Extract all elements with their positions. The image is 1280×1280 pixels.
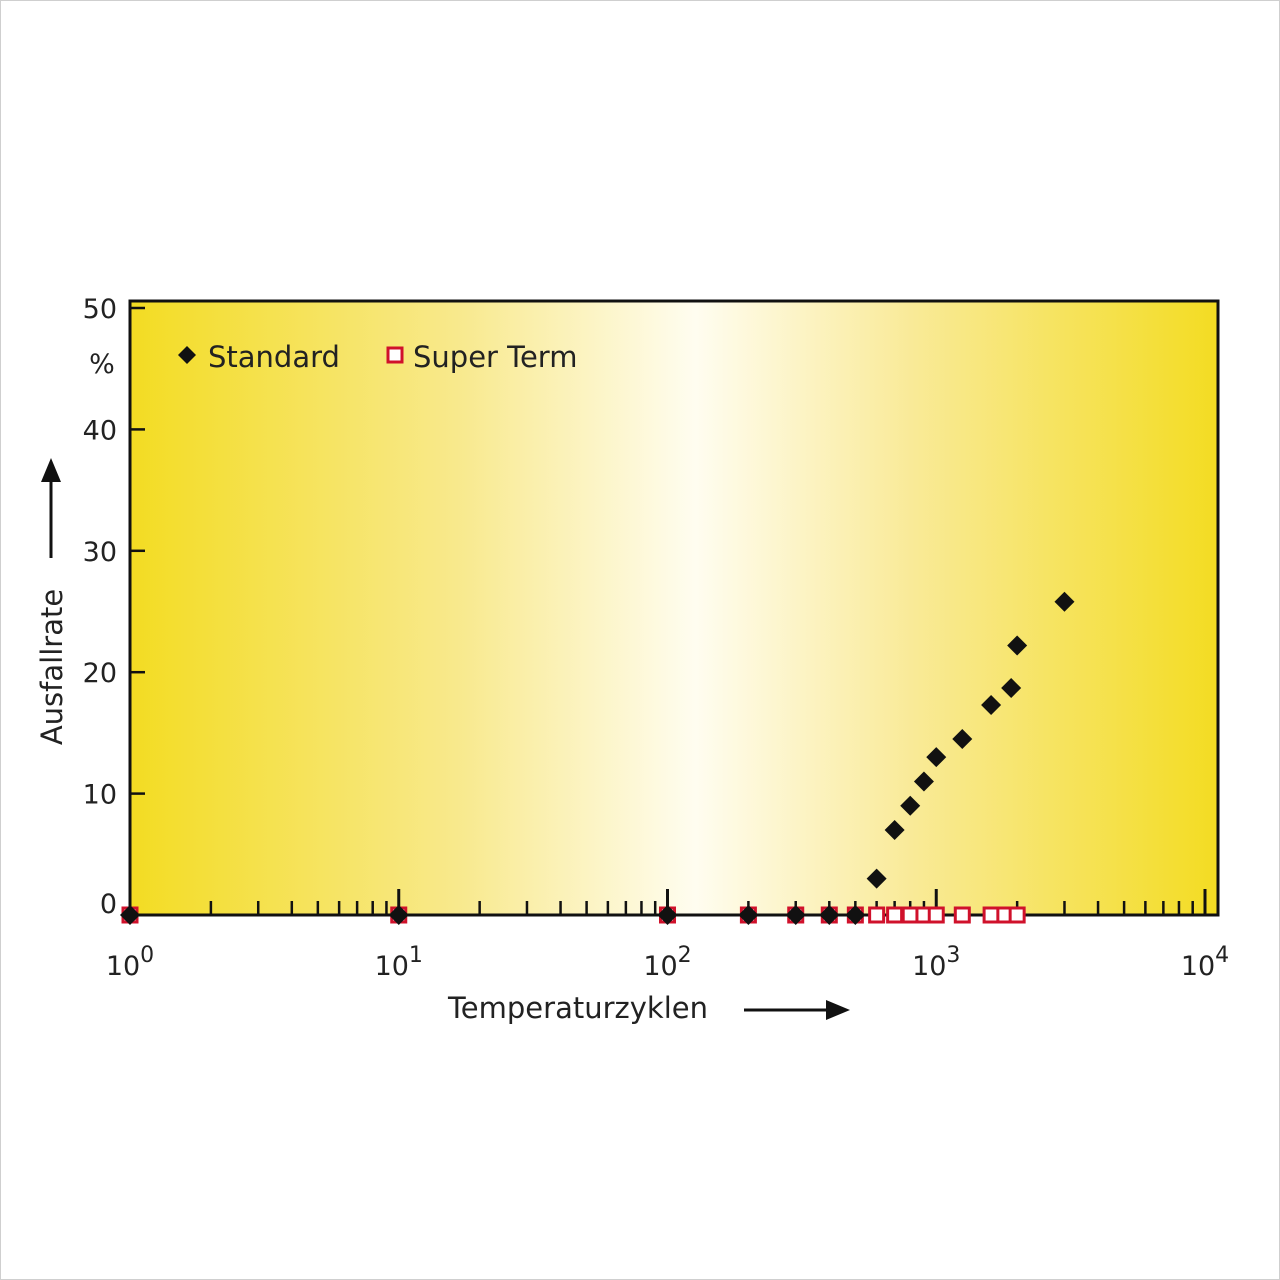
x-tick-base: 10	[106, 951, 140, 982]
x-tick-base: 10	[1181, 951, 1215, 982]
x-axis-arrow-icon	[826, 1000, 850, 1020]
standard-point	[884, 820, 905, 841]
standard-point	[1054, 591, 1075, 612]
x-tick-label: 102	[643, 943, 691, 982]
y-tick-label: 10	[83, 780, 117, 811]
x-tick-label: 100	[106, 943, 154, 982]
standard-point	[785, 905, 806, 925]
super-term-point	[927, 906, 945, 924]
x-tick-exponent: 4	[1215, 943, 1229, 968]
legend-standard-label: Standard	[208, 340, 340, 374]
legend-super-term-marker	[386, 346, 404, 364]
standard-point	[657, 905, 678, 925]
x-tick-base: 10	[643, 951, 677, 982]
x-tick-label: 104	[1181, 943, 1229, 982]
y-tick-label: 0	[100, 889, 117, 920]
x-tick-exponent: 3	[946, 943, 960, 968]
standard-point	[120, 905, 140, 925]
standard-point	[388, 905, 409, 925]
standard-point	[845, 905, 866, 925]
x-tick-base: 10	[375, 951, 409, 982]
standard-point	[819, 905, 840, 925]
standard-point	[952, 728, 973, 749]
super-term-point	[1008, 906, 1026, 924]
y-axis-title-group: Ausfallrate	[35, 458, 69, 745]
super-term-point	[982, 906, 1000, 924]
standard-point	[981, 694, 1002, 715]
x-axis: 100 101 102 103 104	[106, 889, 1229, 982]
standard-point	[738, 905, 759, 925]
x-tick-base: 10	[912, 951, 946, 982]
y-axis-arrow-icon	[41, 458, 61, 482]
y-axis-title: Ausfallrate	[35, 589, 69, 745]
x-axis-title: Temperaturzyklen	[447, 991, 708, 1025]
legend: Standard Super Term	[178, 340, 577, 374]
standard-point	[1001, 677, 1022, 698]
standard-point	[900, 795, 921, 816]
standard-point	[913, 771, 934, 792]
y-unit-label: %	[89, 349, 115, 380]
legend-standard-marker	[178, 346, 196, 364]
y-tick-label: 50	[83, 294, 117, 325]
x-tick-exponent: 2	[678, 943, 692, 968]
x-tick-exponent: 1	[409, 943, 423, 968]
super-term-point	[901, 906, 919, 924]
y-tick-label: 20	[83, 658, 117, 689]
plot-area	[128, 299, 1220, 917]
standard-point	[926, 747, 947, 768]
data-points	[120, 591, 1075, 925]
super-term-point	[886, 906, 904, 924]
x-tick-label: 103	[912, 943, 960, 982]
y-tick-label: 40	[83, 415, 117, 446]
standard-point	[866, 868, 887, 889]
x-tick-exponent: 0	[140, 943, 154, 968]
legend-super-term-label: Super Term	[413, 340, 577, 374]
standard-point	[1007, 635, 1028, 656]
y-axis: 0 10 20 30 40 50	[83, 294, 145, 920]
x-axis-title-group: Temperaturzyklen	[447, 991, 850, 1025]
super-term-point	[868, 906, 886, 924]
x-tick-label: 101	[375, 943, 423, 982]
super-term-point	[953, 906, 971, 924]
y-tick-label: 30	[83, 537, 117, 568]
